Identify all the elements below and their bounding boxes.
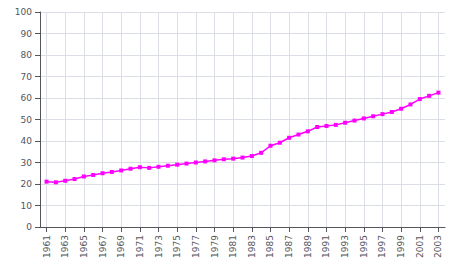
svg-text:30: 30	[21, 158, 33, 168]
svg-text:1999: 1999	[396, 235, 406, 258]
svg-text:60: 60	[21, 93, 33, 103]
svg-text:0: 0	[26, 222, 32, 232]
svg-text:1983: 1983	[247, 235, 257, 258]
svg-text:10: 10	[21, 201, 33, 211]
svg-text:1973: 1973	[154, 235, 164, 258]
svg-text:40: 40	[21, 136, 33, 146]
svg-text:90: 90	[21, 29, 33, 39]
svg-text:1997: 1997	[377, 235, 387, 258]
svg-text:20: 20	[21, 179, 33, 189]
svg-text:1981: 1981	[228, 235, 238, 258]
svg-text:50: 50	[21, 115, 33, 125]
svg-text:1975: 1975	[172, 235, 182, 258]
svg-text:1967: 1967	[98, 235, 108, 258]
svg-text:1989: 1989	[303, 235, 313, 258]
svg-text:2001: 2001	[415, 235, 425, 258]
svg-text:1995: 1995	[359, 235, 369, 258]
svg-text:1963: 1963	[60, 235, 70, 258]
svg-text:1985: 1985	[265, 235, 275, 258]
svg-text:80: 80	[21, 50, 33, 60]
svg-text:100: 100	[15, 7, 32, 17]
svg-text:1987: 1987	[284, 235, 294, 258]
svg-text:1961: 1961	[42, 235, 52, 258]
svg-text:70: 70	[21, 72, 33, 82]
svg-text:1971: 1971	[135, 235, 145, 258]
svg-text:1991: 1991	[321, 235, 331, 258]
svg-text:1977: 1977	[191, 235, 201, 258]
svg-text:1965: 1965	[79, 235, 89, 258]
svg-text:1979: 1979	[210, 235, 220, 258]
svg-text:1993: 1993	[340, 235, 350, 258]
svg-text:2003: 2003	[433, 235, 443, 258]
svg-text:1969: 1969	[116, 235, 126, 258]
